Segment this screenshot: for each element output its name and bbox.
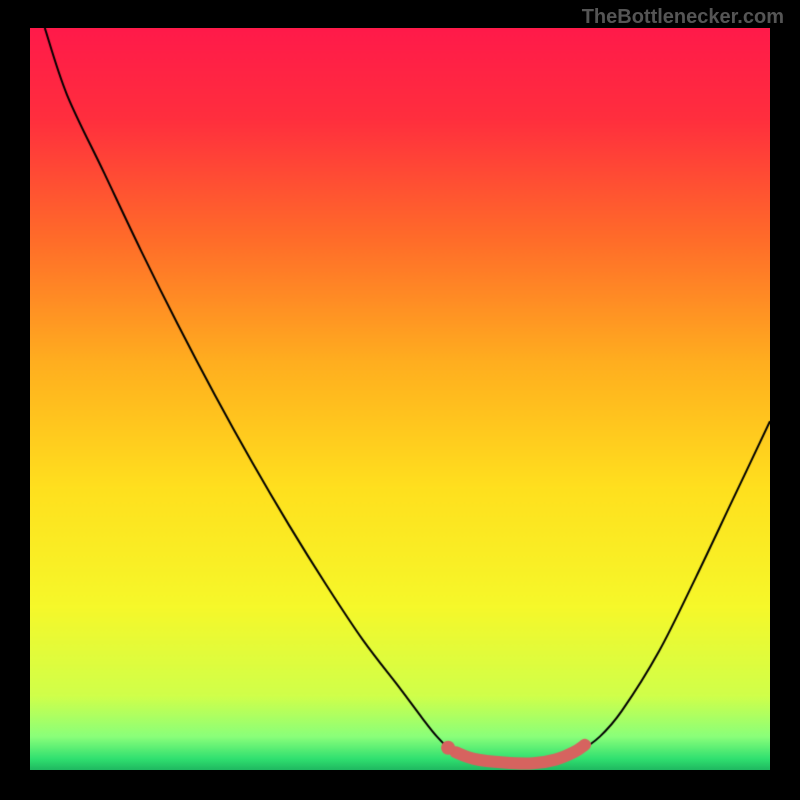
chart-container: TheBottlenecker.com [0, 0, 800, 800]
watermark-text: TheBottlenecker.com [582, 6, 784, 29]
bottleneck-chart-canvas [30, 28, 770, 770]
plot-area [30, 28, 770, 770]
